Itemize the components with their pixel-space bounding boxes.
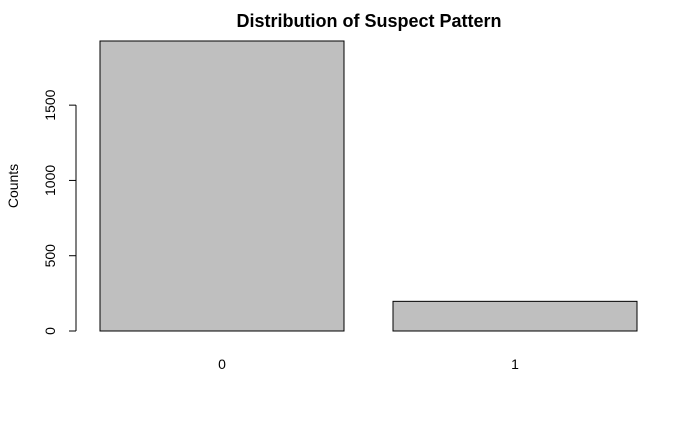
y-tick-label: 500 <box>42 244 58 268</box>
x-tick-label: 1 <box>511 356 519 372</box>
y-tick-label: 1000 <box>42 165 58 196</box>
y-tick-label: 0 <box>42 327 58 335</box>
y-axis-label: Counts <box>5 164 21 208</box>
y-axis: 0 500 1000 1500 <box>42 89 77 335</box>
bar-1 <box>392 300 638 332</box>
y-tick-label: 1500 <box>42 89 58 120</box>
bars <box>99 40 638 332</box>
x-tick-label: 0 <box>218 356 226 372</box>
bar-0 <box>99 40 345 332</box>
chart-title: Distribution of Suspect Pattern <box>236 11 501 31</box>
